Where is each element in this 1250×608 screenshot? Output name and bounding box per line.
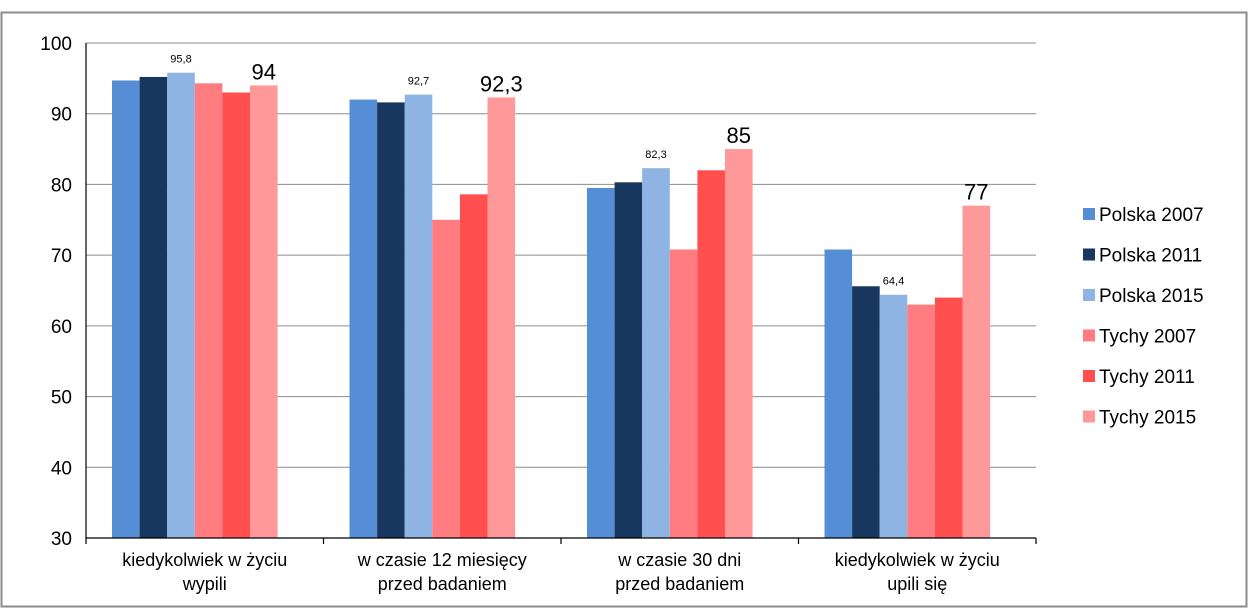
data-label: 92,3 [480, 71, 523, 96]
bar [934, 297, 963, 538]
bar [112, 80, 140, 538]
data-label: 82,3 [645, 149, 666, 161]
y-tick-label: 100 [40, 34, 72, 55]
legend-swatch [1083, 410, 1095, 423]
bar [487, 97, 516, 538]
category-label: przed badaniem [378, 574, 507, 594]
legend-label: Tychy 2007 [1099, 327, 1196, 348]
bar [907, 304, 935, 538]
legend-label: Tychy 2015 [1099, 408, 1196, 429]
bar [725, 149, 753, 539]
bar [377, 102, 405, 539]
legend-swatch [1083, 248, 1095, 261]
legend-label: Polska 2007 [1099, 205, 1204, 226]
bar [167, 72, 195, 538]
y-tick-label: 40 [51, 458, 72, 479]
bar [824, 249, 853, 538]
bar [349, 99, 378, 539]
bar [962, 205, 991, 538]
bar [669, 249, 698, 538]
y-tick-label: 60 [51, 317, 72, 338]
axes [85, 43, 1037, 544]
legend-swatch [1083, 370, 1095, 382]
data-label: 64,4 [883, 276, 904, 288]
y-axis-ticks: 100 90 80 70 60 50 40 30 [40, 34, 72, 550]
legend: Polska 2007 Polska 2011 Polska 2015 Tychy 2… [1083, 205, 1204, 429]
category-label: przed badaniem [615, 574, 744, 594]
category-label: w czasie 30 dni [617, 550, 741, 570]
legend-swatch [1083, 329, 1095, 342]
data-label: 94 [252, 59, 276, 84]
category-label: wypili [182, 574, 227, 594]
data-labels: 95,8 94 92,7 92,3 82,3 85 64,4 77 [170, 54, 988, 288]
y-tick-label: 30 [51, 529, 72, 550]
bar [250, 85, 278, 538]
data-label: 95,8 [170, 54, 191, 66]
data-label: 92,7 [408, 76, 429, 88]
bar [587, 187, 615, 538]
category-labels: kiedykolwiek w życiu wypili w czasie 12 mi… [122, 550, 1000, 594]
bar [139, 76, 168, 538]
bar [614, 182, 643, 539]
bars [112, 72, 991, 539]
data-label: 85 [727, 123, 751, 148]
bar [194, 83, 223, 539]
bar [222, 92, 250, 538]
y-tick-label: 50 [51, 388, 72, 409]
legend-swatch [1083, 289, 1095, 301]
category-label: kiedykolwiek w życiu [835, 550, 1000, 570]
legend-label: Polska 2011 [1099, 246, 1202, 267]
category-label: upili się [887, 574, 947, 594]
legend-label: Polska 2015 [1099, 286, 1204, 307]
data-label: 77 [964, 180, 988, 205]
bar [404, 94, 433, 538]
legend-label: Tychy 2011 [1099, 367, 1195, 388]
bar [432, 219, 460, 539]
legend-swatch [1083, 208, 1095, 220]
y-tick-label: 80 [51, 175, 72, 196]
bar [879, 294, 908, 538]
y-tick-label: 90 [51, 105, 72, 126]
bar [459, 194, 488, 539]
category-label: w czasie 12 miesięcy [357, 550, 527, 570]
bar [697, 170, 725, 539]
y-tick-label: 70 [51, 246, 72, 267]
category-label: kiedykolwiek w życiu [122, 550, 287, 570]
bar [642, 168, 670, 538]
bar [852, 286, 880, 538]
